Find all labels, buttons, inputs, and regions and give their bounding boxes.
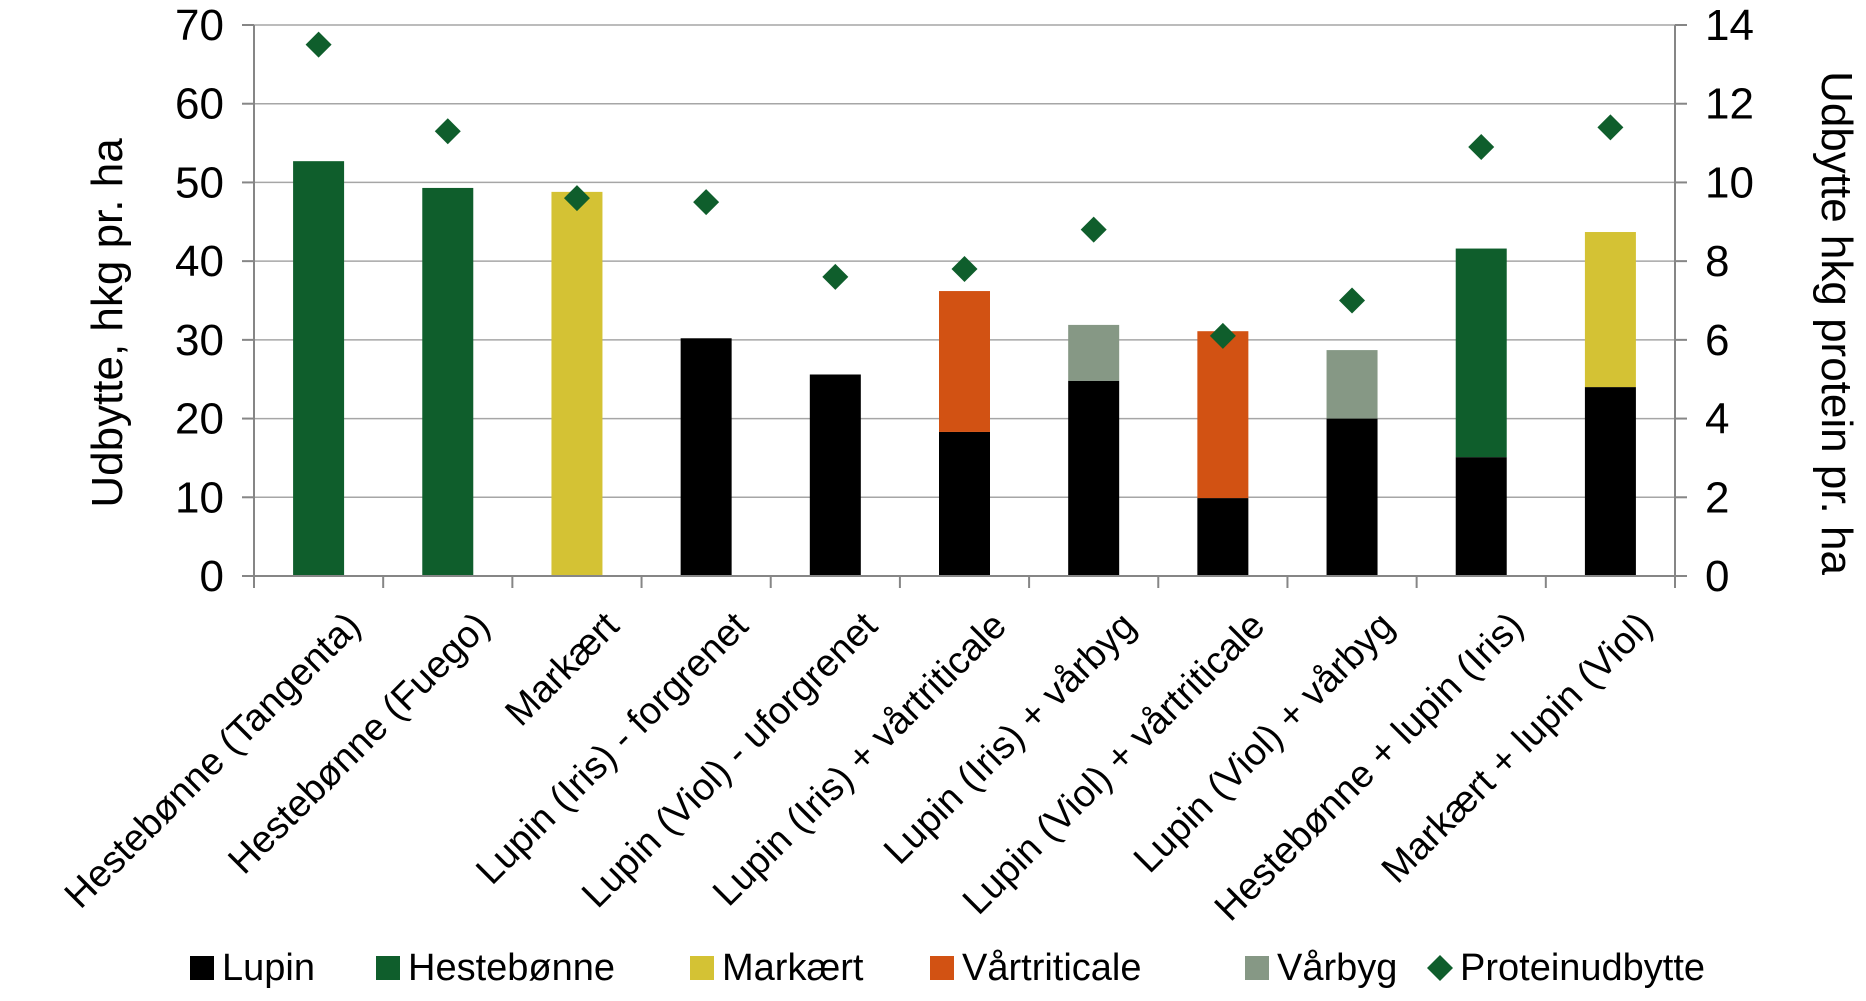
y2-tick-label: 4 bbox=[1705, 395, 1729, 444]
protein-marker bbox=[822, 263, 849, 290]
bar-segment-vårtriticale bbox=[1197, 331, 1249, 499]
bar-segment-vårbyg bbox=[1068, 324, 1120, 381]
axes bbox=[242, 24, 1687, 588]
legend-swatch-lupin bbox=[190, 956, 214, 980]
legend-swatch-vårtriticale bbox=[930, 956, 954, 980]
legend-swatch-proteinudbytte bbox=[1427, 955, 1453, 981]
y-tick-label: 0 bbox=[200, 552, 224, 601]
category-label: Hestebønne (Fuego) bbox=[220, 605, 498, 883]
bar-segment-markært bbox=[551, 191, 603, 577]
bar-segment-vårtriticale bbox=[939, 291, 990, 432]
category-label: Markært bbox=[498, 604, 628, 734]
category-labels: Hestebønne (Tangenta)Hestebønne (Fuego) M… bbox=[57, 604, 1661, 929]
protein-marker bbox=[1339, 287, 1366, 314]
y-tick-label: 40 bbox=[175, 237, 224, 286]
legend-swatch-hestebønne bbox=[376, 956, 400, 980]
legend: Lupin Hestebønne Markært Vårtriticale Vårbyg… bbox=[190, 947, 1705, 989]
bar-segment-lupin bbox=[1197, 498, 1249, 576]
y-tick-label: 50 bbox=[175, 158, 224, 207]
y-tick-label: 30 bbox=[175, 316, 224, 365]
category-label: Lupin (Iris) + vårbyg bbox=[876, 605, 1144, 873]
legend-label: Proteinudbytte bbox=[1460, 947, 1705, 989]
legend-label: Vårbyg bbox=[1277, 947, 1397, 989]
protein-marker bbox=[693, 189, 720, 216]
bar-segment-lupin bbox=[1068, 380, 1120, 576]
bar-segment-hestebønne bbox=[1455, 248, 1507, 458]
bar-segment-lupin bbox=[1455, 457, 1507, 576]
bar-segment-lupin bbox=[809, 374, 861, 576]
y2-tick-label: 6 bbox=[1705, 316, 1729, 365]
y-tick-label: 10 bbox=[175, 473, 224, 522]
category-label: Lupin (Viol) + vårbyg bbox=[1126, 605, 1402, 881]
legend-swatch-vårbyg bbox=[1245, 956, 1269, 980]
y-tick-label: 70 bbox=[175, 1, 224, 50]
right-tick-labels: 0 2 4 6 8 10 12 14 bbox=[1705, 1, 1754, 601]
y2-axis-title: Udbytte hkg protein pr. ha bbox=[1812, 71, 1861, 575]
y-tick-label: 20 bbox=[175, 395, 224, 444]
protein-markers bbox=[305, 31, 1624, 349]
y2-tick-label: 14 bbox=[1705, 1, 1754, 50]
y2-tick-label: 0 bbox=[1705, 552, 1729, 601]
legend-label: Hestebønne bbox=[408, 947, 615, 989]
y-tick-label: 60 bbox=[175, 80, 224, 129]
bars bbox=[293, 161, 1636, 577]
left-tick-labels: 0 10 20 30 40 50 60 70 bbox=[175, 1, 224, 601]
protein-marker bbox=[1209, 322, 1236, 349]
bar-segment-markært bbox=[1584, 232, 1636, 388]
legend-label: Vårtriticale bbox=[962, 947, 1142, 989]
bar-segment-hestebønne bbox=[422, 187, 474, 576]
y2-tick-label: 2 bbox=[1705, 473, 1729, 522]
bar-segment-vårbyg bbox=[1326, 350, 1378, 419]
protein-marker bbox=[305, 31, 332, 58]
bar-segment-hestebønne bbox=[293, 161, 345, 576]
bar-segment-lupin bbox=[939, 431, 990, 576]
protein-marker bbox=[1597, 114, 1624, 141]
y2-tick-label: 8 bbox=[1705, 237, 1729, 286]
bar-segment-lupin bbox=[680, 338, 732, 576]
protein-marker bbox=[563, 185, 590, 212]
y2-tick-label: 12 bbox=[1705, 80, 1754, 129]
y-axis-title: Udbytte, hkg pr. ha bbox=[83, 138, 132, 508]
protein-marker bbox=[951, 256, 978, 283]
protein-marker bbox=[434, 118, 461, 145]
bar-segment-lupin bbox=[1584, 387, 1636, 576]
protein-marker bbox=[1468, 134, 1495, 161]
y2-tick-label: 10 bbox=[1705, 158, 1754, 207]
bar-segment-lupin bbox=[1326, 418, 1378, 576]
legend-label: Markært bbox=[722, 947, 864, 989]
legend-swatch-markært bbox=[690, 956, 714, 980]
protein-marker bbox=[1080, 216, 1107, 243]
legend-label: Lupin bbox=[222, 947, 315, 989]
